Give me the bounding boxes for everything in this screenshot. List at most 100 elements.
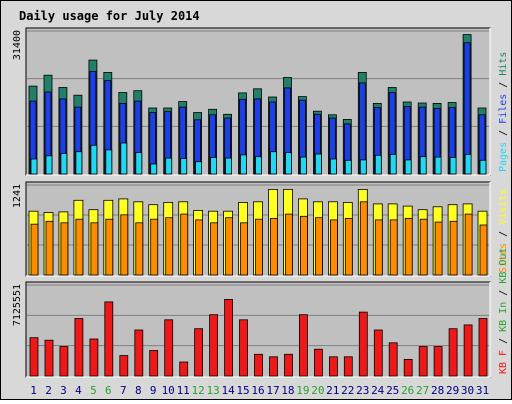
y-max-label: 1241 [12, 184, 23, 208]
bar-kb_f-day-9 [149, 350, 159, 377]
x-tick-label: 2 [45, 384, 52, 397]
bar-sites-day-26 [404, 217, 413, 276]
bar-sites-day-12 [195, 219, 204, 276]
bar-pages-day-30 [464, 153, 472, 175]
legend-files: Files [498, 94, 509, 124]
bar-sites-day-9 [150, 218, 159, 276]
bar-pages-day-12 [195, 161, 203, 175]
panel-top: 31400 Pages / Files / Hits [12, 27, 509, 176]
bar-sites-day-20 [314, 217, 323, 276]
bar-pages-day-18 [285, 152, 292, 175]
x-tick-label: 9 [150, 384, 157, 397]
x-tick-label: 8 [135, 384, 142, 397]
legend-hits: Hits [498, 52, 509, 76]
legend-visits: Visits [498, 189, 509, 225]
bar-pages-day-13 [210, 157, 218, 175]
bar-pages-day-25 [389, 153, 397, 175]
x-tick-label: 14 [221, 384, 235, 397]
bar-sites-day-2 [45, 220, 54, 276]
bar-kb_f-day-18 [284, 353, 293, 377]
x-tick-label: 15 [236, 384, 249, 397]
bar-sites-day-23 [359, 201, 368, 276]
panel-bottom: 7125551 KB F / KB In / KB Out [12, 248, 509, 378]
bar-kb_f-day-17 [269, 356, 278, 377]
bar-sites-day-4 [75, 218, 84, 276]
bar-kb_f-day-30 [463, 324, 473, 377]
x-tick-label: 26 [401, 384, 414, 397]
bar-pages-day-8 [135, 152, 143, 175]
x-tick-label: 27 [416, 384, 429, 397]
bar-pages-day-14 [225, 157, 233, 175]
bar-kb_f-day-12 [194, 328, 204, 377]
bar-pages-day-15 [240, 154, 247, 175]
legend-top: Pages / Files / Hits [498, 52, 509, 172]
bar-sites-day-31 [479, 224, 488, 276]
x-tick-label: 11 [177, 384, 190, 397]
legend-separator: / [498, 284, 509, 302]
bar-sites-day-21 [329, 219, 338, 276]
bar-kb_f-day-8 [134, 329, 144, 377]
legend-kb_in: KB In [498, 302, 509, 332]
bar-sites-day-15 [240, 222, 248, 276]
bar-kb_f-day-20 [313, 348, 323, 377]
legend-separator: / [498, 124, 509, 142]
x-tick-label: 24 [371, 384, 385, 397]
bar-kb_f-day-28 [433, 346, 443, 377]
legend-pages: Pages [498, 142, 509, 172]
bar-kb_f-day-15 [239, 319, 248, 377]
bar-kb_f-day-3 [59, 346, 69, 377]
bar-kb_f-day-10 [164, 319, 174, 377]
x-tick-label: 10 [162, 384, 175, 397]
legend-kb_f: KB F [498, 350, 509, 374]
bar-sites-day-5 [90, 222, 99, 276]
bar-sites-day-8 [135, 222, 144, 276]
bar-kb_f-day-31 [478, 318, 488, 377]
bar-pages-day-10 [165, 157, 173, 175]
series-sites [30, 201, 488, 276]
bar-sites-day-29 [449, 220, 458, 276]
x-tick-label: 5 [90, 384, 97, 397]
bar-sites-day-10 [165, 217, 174, 276]
bar-sites-day-18 [285, 213, 293, 276]
bar-pages-day-9 [150, 163, 158, 175]
bar-pages-day-11 [180, 158, 188, 175]
bar-pages-day-29 [449, 157, 457, 175]
bar-kb_f-day-4 [74, 318, 84, 377]
bar-pages-day-4 [75, 151, 83, 175]
bar-pages-day-24 [374, 154, 382, 175]
bar-pages-day-6 [105, 149, 113, 175]
legend-separator: / [498, 332, 509, 350]
x-tick-label: 13 [206, 384, 219, 397]
bar-pages-day-23 [359, 159, 367, 175]
bar-sites-day-3 [60, 222, 69, 276]
x-tick-label: 22 [341, 384, 354, 397]
x-tick-label: 16 [251, 384, 264, 397]
bar-kb_f-day-24 [373, 329, 383, 377]
bar-pages-day-31 [479, 159, 487, 175]
series-kb_f [29, 298, 488, 377]
bar-pages-day-19 [299, 156, 307, 175]
x-tick-label: 23 [356, 384, 369, 397]
x-tick-label: 20 [311, 384, 324, 397]
bar-pages-day-5 [90, 144, 98, 175]
panel-middle: 1241 Sites / Visits [12, 181, 509, 277]
bar-kb_f-day-16 [254, 353, 263, 377]
bar-sites-day-28 [434, 221, 443, 276]
bar-pages-day-22 [344, 159, 352, 175]
legend-separator: / [498, 76, 509, 94]
bar-sites-day-14 [225, 217, 234, 276]
x-tick-label: 3 [60, 384, 67, 397]
x-tick-label: 21 [326, 384, 339, 397]
x-tick-label: 17 [266, 384, 279, 397]
x-tick-label: 31 [476, 384, 489, 397]
bar-pages-day-27 [419, 156, 427, 175]
bar-sites-day-27 [419, 218, 428, 276]
x-tick-label: 4 [75, 384, 82, 397]
bar-pages-day-21 [329, 158, 337, 175]
bar-sites-day-6 [105, 218, 114, 276]
x-tick-label: 1 [30, 384, 37, 397]
series-pages [30, 142, 487, 175]
x-tick-label: 28 [431, 384, 444, 397]
